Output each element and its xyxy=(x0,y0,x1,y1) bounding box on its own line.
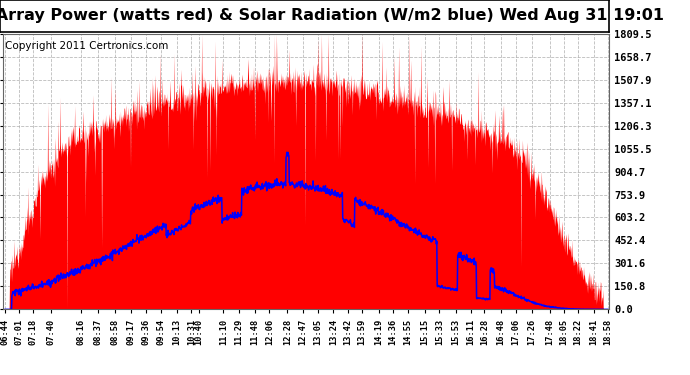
Text: West Array Power (watts red) & Solar Radiation (W/m2 blue) Wed Aug 31 19:01: West Array Power (watts red) & Solar Rad… xyxy=(0,9,664,23)
Text: Copyright 2011 Certronics.com: Copyright 2011 Certronics.com xyxy=(6,40,168,51)
